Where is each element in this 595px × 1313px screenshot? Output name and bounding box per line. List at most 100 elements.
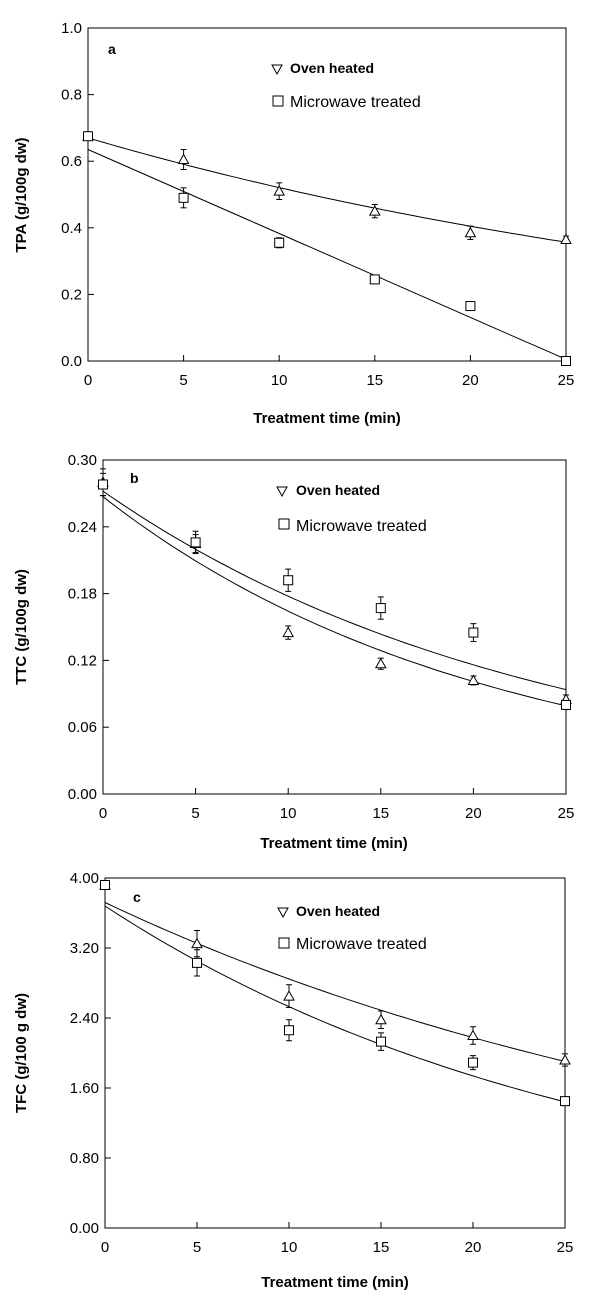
data-marks-a bbox=[82, 130, 572, 366]
point-microwave-treated bbox=[274, 237, 285, 248]
y-tick-label: 0.24 bbox=[68, 519, 97, 536]
legend-label-microwave-treated: Microwave treated bbox=[290, 94, 421, 111]
legend-triangle-icon bbox=[276, 486, 288, 498]
fit-line bbox=[87, 137, 567, 243]
y-axis-label-b: TTC (g/100g dw) bbox=[13, 569, 30, 685]
legend-label-oven-heated: Oven heated bbox=[296, 482, 380, 498]
plot-area-a bbox=[87, 27, 567, 362]
y-tick-label: 0.2 bbox=[61, 286, 82, 303]
legend-label-microwave-treated: Microwave treated bbox=[296, 518, 427, 535]
panel-letter-c: c bbox=[133, 889, 141, 905]
fit-line bbox=[102, 490, 567, 691]
point-microwave-treated bbox=[283, 575, 294, 586]
fit-line bbox=[102, 496, 567, 707]
legend-label-oven-heated: Oven heated bbox=[290, 60, 374, 76]
y-tick-label: 0.18 bbox=[68, 586, 97, 603]
y-tick-label: 0.6 bbox=[61, 153, 82, 170]
x-axis-label-b: Treatment time (min) bbox=[260, 835, 408, 852]
legend-square-icon bbox=[272, 95, 284, 107]
y-tick-label: 0.0 bbox=[61, 353, 82, 370]
x-tick-label: 10 bbox=[281, 1239, 298, 1256]
point-oven-heated bbox=[273, 185, 286, 196]
point-oven-heated bbox=[191, 937, 203, 949]
chart-panel-a: a Oven heated Microwave treated Treatmen… bbox=[13, 20, 574, 427]
x-tick-label: 25 bbox=[557, 1239, 574, 1256]
y-tick-label: 0.00 bbox=[70, 1220, 99, 1237]
axis-ticks-c: 0.00 0.80 1.60 2.40 3.20 4.00 0 5 10 15 20 25 bbox=[70, 870, 574, 1256]
y-tick-label: 1.60 bbox=[70, 1080, 99, 1097]
point-microwave-treated bbox=[375, 603, 386, 614]
legend-square-icon bbox=[278, 518, 290, 530]
panel-letter-a: a bbox=[108, 41, 116, 57]
point-microwave-treated bbox=[83, 131, 93, 142]
point-microwave-treated bbox=[468, 627, 479, 638]
y-axis-label-a: TPA (g/100g dw) bbox=[13, 137, 30, 252]
point-microwave-treated bbox=[376, 1036, 386, 1047]
y-tick-label: 0.12 bbox=[68, 652, 97, 669]
x-tick-label: 15 bbox=[373, 1239, 390, 1256]
x-tick-label: 25 bbox=[558, 805, 575, 822]
y-tick-label: 0.00 bbox=[68, 786, 97, 803]
x-tick-label: 20 bbox=[465, 805, 482, 822]
x-tick-label: 0 bbox=[99, 805, 107, 822]
axis-ticks-b: 0.00 0.06 0.12 0.18 0.24 0.30 0 5 10 15 20 25 bbox=[68, 452, 575, 822]
legend-square-icon bbox=[278, 937, 290, 949]
x-axis-label-a: Treatment time (min) bbox=[253, 410, 401, 427]
y-tick-label: 0.8 bbox=[61, 87, 82, 104]
point-oven-heated bbox=[560, 233, 572, 244]
chart-panel-b: b Oven heated Microwave treated Treatmen… bbox=[13, 452, 574, 852]
x-tick-label: 25 bbox=[558, 372, 575, 389]
chart-panel-c: c Oven heated Microwave treated Treatmen… bbox=[13, 870, 573, 1291]
point-oven-heated bbox=[177, 153, 190, 165]
x-tick-label: 15 bbox=[372, 805, 389, 822]
plot-area-b bbox=[102, 459, 567, 795]
point-oven-heated bbox=[464, 226, 477, 238]
legend-label-oven-heated: Oven heated bbox=[296, 903, 380, 919]
data-marks-b bbox=[97, 468, 572, 710]
point-oven-heated bbox=[282, 626, 295, 638]
fit-line bbox=[104, 905, 566, 1103]
point-oven-heated bbox=[368, 205, 381, 216]
y-tick-label: 2.40 bbox=[70, 1010, 99, 1027]
point-microwave-treated bbox=[560, 1096, 570, 1107]
y-tick-label: 0.80 bbox=[70, 1150, 99, 1167]
fit-line bbox=[104, 902, 566, 1062]
y-tick-label: 4.00 bbox=[70, 870, 99, 887]
panel-letter-b: b bbox=[130, 470, 139, 486]
x-tick-label: 10 bbox=[280, 805, 297, 822]
x-tick-label: 5 bbox=[193, 1239, 201, 1256]
point-microwave-treated bbox=[100, 880, 110, 890]
point-oven-heated bbox=[375, 1013, 387, 1025]
x-tick-label: 5 bbox=[191, 805, 199, 822]
data-marks-c bbox=[99, 878, 571, 1107]
x-tick-label: 20 bbox=[462, 372, 479, 389]
point-microwave-treated bbox=[98, 479, 108, 490]
legend-triangle-icon bbox=[277, 907, 289, 919]
y-tick-label: 0.4 bbox=[61, 220, 82, 237]
point-microwave-treated bbox=[190, 537, 201, 548]
legend-label-microwave-treated: Microwave treated bbox=[296, 936, 427, 953]
x-tick-label: 15 bbox=[366, 372, 383, 389]
y-tick-label: 0.30 bbox=[68, 452, 97, 469]
point-oven-heated bbox=[283, 990, 295, 1001]
y-tick-label: 0.06 bbox=[68, 719, 97, 736]
point-oven-heated bbox=[467, 674, 480, 685]
point-microwave-treated bbox=[369, 274, 380, 285]
x-tick-label: 20 bbox=[465, 1239, 482, 1256]
x-tick-label: 10 bbox=[271, 372, 288, 389]
point-oven-heated bbox=[559, 1053, 571, 1065]
x-tick-label: 5 bbox=[179, 372, 187, 389]
point-oven-heated bbox=[374, 657, 387, 669]
y-tick-label: 3.20 bbox=[70, 940, 99, 957]
x-tick-label: 0 bbox=[84, 372, 92, 389]
point-microwave-treated bbox=[284, 1025, 294, 1036]
x-axis-label-c: Treatment time (min) bbox=[261, 1274, 409, 1291]
y-axis-label-c: TFC (g/100 g dw) bbox=[13, 993, 30, 1113]
point-microwave-treated bbox=[465, 301, 476, 312]
plot-area-c bbox=[104, 877, 566, 1229]
fit-line bbox=[87, 149, 567, 360]
point-microwave-treated bbox=[561, 356, 571, 366]
point-microwave-treated bbox=[178, 192, 189, 203]
point-microwave-treated bbox=[192, 957, 202, 968]
